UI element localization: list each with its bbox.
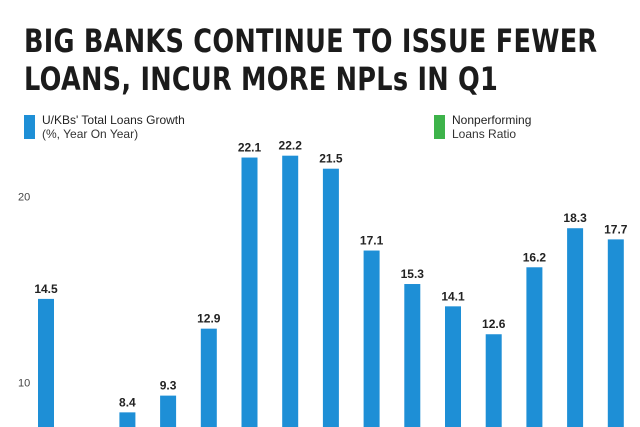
bar-value-label: 16.2 <box>523 250 547 264</box>
bar-value-label: 12.9 <box>197 312 221 326</box>
bar-value-label: 14.1 <box>441 289 465 303</box>
bar-value-label: 22.1 <box>238 141 262 155</box>
legend-npl-label-2: Loans Ratio <box>452 127 517 141</box>
bar-value-label: 15.3 <box>401 267 425 281</box>
bar-value-label: 21.5 <box>319 152 343 166</box>
y-tick-label: 20 <box>18 192 30 204</box>
loans-growth-bar <box>607 239 624 427</box>
loans-growth-bar <box>200 328 217 427</box>
y-tick-label: 10 <box>18 378 30 390</box>
bar-value-label: 17.1 <box>360 234 384 248</box>
legend-swatch-green <box>434 115 445 139</box>
bar-value-label: 18.3 <box>563 211 587 225</box>
loans-growth-bar <box>322 168 339 427</box>
title-line-2: LOANS, INCUR MORE NPLs IN Q1 <box>24 60 499 98</box>
loans-growth-bar <box>404 284 421 427</box>
loans-growth-bar <box>38 298 54 427</box>
loans-growth-bar <box>241 157 258 427</box>
bar-value-label: 22.2 <box>279 139 303 153</box>
loans-growth-bar <box>445 306 461 427</box>
loans-growth-bar <box>282 155 299 427</box>
loans-growth-bar <box>526 267 543 427</box>
bar-value-label: 8.4 <box>119 395 136 409</box>
loans-growth-bar <box>363 250 380 427</box>
bar-value-label: 9.3 <box>160 379 177 393</box>
loans-growth-bar <box>485 334 502 427</box>
bar-value-label: 17.7 <box>604 222 628 236</box>
title-line-1: BIG BANKS CONTINUE TO ISSUE FEWER <box>24 22 598 60</box>
legend-swatch-blue <box>24 115 35 139</box>
legend-loans-unit: (%, Year On Year) <box>42 127 139 141</box>
legend-loans-label: U/KBs' Total Loans Growth <box>42 113 185 127</box>
loans-growth-bar <box>119 412 136 427</box>
loans-growth-bar <box>160 395 177 427</box>
chart-title: BIG BANKS CONTINUE TO ISSUE FEWER LOANS,… <box>24 22 598 98</box>
bar-value-label: 12.6 <box>482 317 506 331</box>
bar-value-label: 14.5 <box>34 282 58 296</box>
loans-growth-bar <box>567 228 584 427</box>
legend-npl-label: Nonperforming <box>452 113 532 127</box>
